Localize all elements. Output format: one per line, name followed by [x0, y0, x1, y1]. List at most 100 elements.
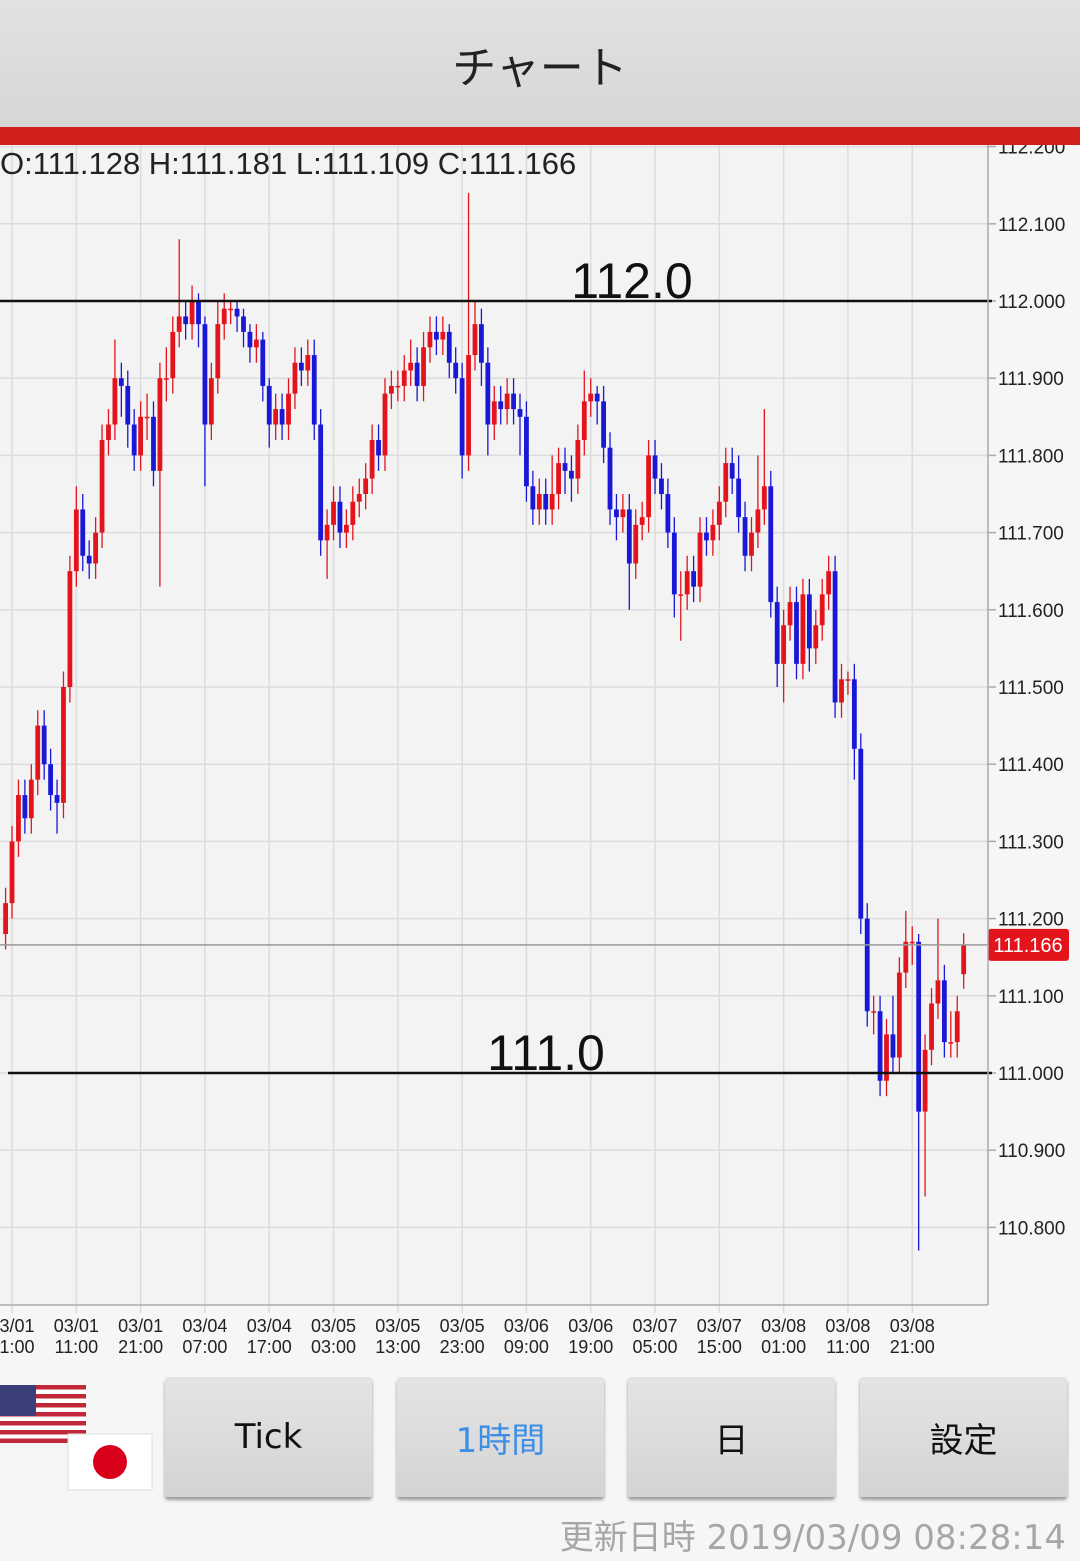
candle-body [826, 571, 832, 595]
candle-body [311, 355, 317, 425]
ohlc-label: O:111.128 H:111.181 L:111.109 C:111.166 [0, 146, 576, 181]
us-flag [0, 1385, 86, 1443]
timeframe-button[interactable]: 1時間 [397, 1377, 604, 1497]
candle-body [80, 509, 86, 556]
candle-body [125, 385, 131, 425]
candle-body [761, 486, 767, 510]
x-tick-label: 03/05 23:00 [439, 1316, 485, 1357]
x-tick-label: 03/04 07:00 [182, 1316, 228, 1357]
candle-body [440, 331, 446, 340]
candle-body [324, 524, 330, 541]
candle-body [318, 424, 324, 541]
candle-body [536, 494, 542, 510]
candle-body [800, 594, 806, 664]
candle-body [331, 501, 336, 525]
reference-label: 112.0 [571, 253, 692, 309]
candle-body [292, 362, 298, 394]
update-label: 更新日時 [559, 1518, 696, 1558]
x-tick-label: 03/08 01:00 [761, 1316, 807, 1357]
candle-body [697, 532, 703, 587]
candle-body [459, 378, 465, 456]
candle-body [253, 339, 259, 348]
timeframe-button[interactable]: Tick [165, 1377, 372, 1497]
update-info: 更新日時 2019/03/09 08:28:14 [560, 1510, 1066, 1559]
candle-body [787, 602, 793, 626]
candle-body [935, 980, 941, 1004]
jp-flag [67, 1433, 153, 1491]
timeframe-button[interactable]: 日 [628, 1377, 835, 1497]
candle-body [864, 918, 870, 1012]
candle-body [356, 494, 362, 502]
candle-body [183, 316, 189, 325]
candle-body [163, 378, 169, 380]
x-tick-label: 03/07 15:00 [696, 1316, 742, 1357]
candle-body [736, 478, 742, 518]
candle-body [941, 980, 947, 1043]
x-tick-label: 03/01 11:00 [53, 1316, 99, 1357]
x-tick-label: 03/04 17:00 [246, 1316, 292, 1357]
candle-body [350, 501, 356, 525]
y-tick-label: 110.900 [998, 1141, 1065, 1162]
y-tick-label: 111.900 [998, 369, 1064, 390]
candle-body [851, 679, 857, 749]
app-header: チャート [0, 0, 1080, 127]
candle-body [524, 416, 529, 487]
candle-body [446, 331, 452, 363]
header-accent-bar [0, 127, 1080, 145]
candle-body [434, 331, 439, 340]
candle-body [871, 1011, 877, 1013]
x-tick-label: 03/08 11:00 [825, 1316, 871, 1357]
candle-body [202, 324, 208, 425]
candle-body [877, 1011, 883, 1081]
candle-body [35, 725, 41, 780]
y-tick-label: 112.100 [998, 215, 1065, 236]
candle-body [189, 301, 195, 325]
candle-body [781, 625, 787, 664]
candle-body [903, 941, 909, 973]
candle-body [729, 463, 735, 479]
candle-body [530, 486, 536, 510]
candle-body [601, 401, 606, 448]
candle-body [298, 362, 304, 371]
candle-body [41, 725, 47, 765]
candle-body [839, 679, 844, 703]
candle-body [376, 439, 381, 456]
y-tick-label: 111.700 [998, 524, 1064, 545]
candle-body [176, 316, 182, 332]
candle-body [343, 524, 349, 533]
candle-body [472, 324, 478, 356]
candle-body [112, 378, 118, 425]
candle-body [401, 370, 407, 386]
candle-body [151, 416, 156, 471]
candle-body [819, 594, 825, 626]
candle-body [652, 455, 658, 479]
candle-body [575, 439, 581, 479]
candle-body [67, 571, 73, 687]
candle-body [678, 594, 684, 596]
candle-body [22, 795, 28, 819]
candle-body [363, 478, 369, 494]
y-tick-label: 112.000 [998, 292, 1065, 313]
candle-body [61, 687, 66, 803]
candle-body [16, 795, 21, 842]
candle-body [704, 532, 709, 541]
chart: 110.800 110.900 111.000 111.100 111.200 111.3… [0, 138, 1069, 1313]
candle-body [421, 347, 426, 386]
candle-body [234, 308, 240, 317]
candle-body [93, 532, 99, 564]
candle-body [716, 501, 722, 525]
candle-body [691, 571, 697, 587]
candle-body [221, 308, 227, 325]
candle-body [774, 602, 780, 664]
candle-body [794, 602, 799, 664]
candle-body [948, 1042, 954, 1044]
candle-body [543, 494, 549, 510]
candle-body [241, 316, 246, 332]
candle-body [395, 385, 401, 388]
timeframe-button[interactable]: 設定 [860, 1377, 1067, 1497]
candle-body [594, 393, 600, 402]
reference-label: 111.0 [487, 1025, 605, 1081]
candle-body [28, 779, 34, 819]
candle-body [106, 424, 111, 440]
